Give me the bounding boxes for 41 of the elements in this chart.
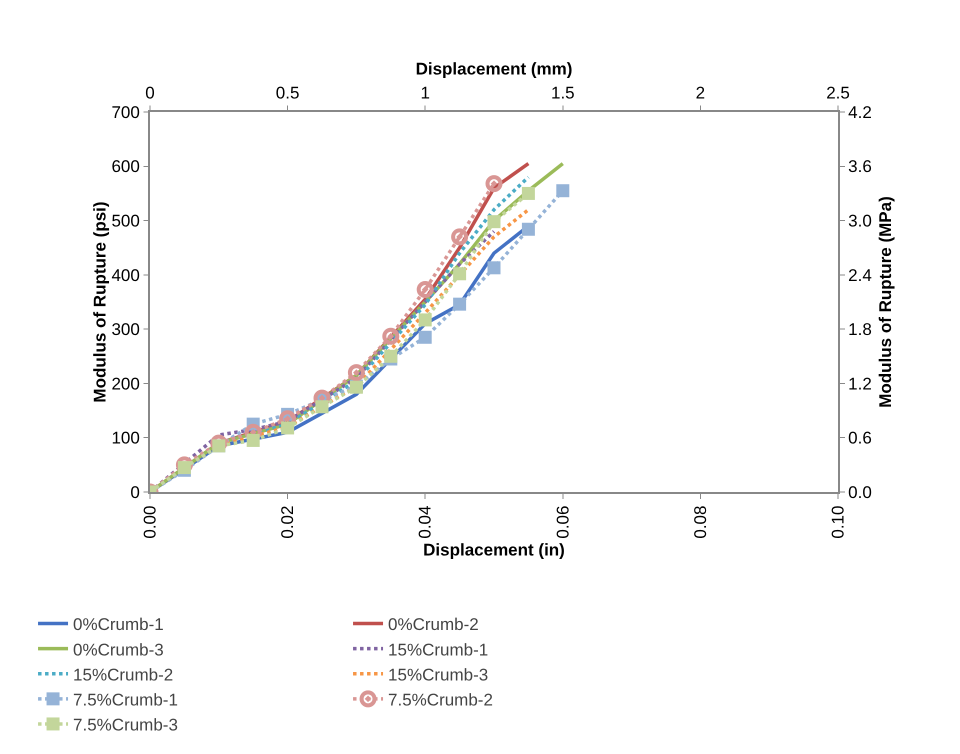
y2-tick-label: 2.4 [848,266,872,285]
x-axis-title: Displacement (in) [423,540,565,560]
y2-tick-label: 0.6 [848,428,872,448]
x-tick-label: 0.08 [690,506,710,539]
x-tick-label: 0.02 [278,506,298,539]
y2-tick-label: 1.8 [848,320,872,340]
x2-tick-label: 1 [420,83,430,102]
legend-label: 0%Crumb-3 [73,640,164,660]
legend-label: 0%Crumb-2 [388,615,479,634]
legend-label: 15%Crumb-2 [73,665,174,684]
x2-tick-label: 0 [145,83,155,102]
x-tick-label: 0.04 [416,506,435,539]
legend-label: 15%Crumb-1 [388,640,488,660]
y2-axis-title: Modulus of Rupture (MPa) [876,196,895,408]
y-tick-label: 0 [130,482,140,502]
x-tick-label: 0.10 [828,506,848,539]
x2-tick-label: 1.5 [550,83,575,102]
x2-tick-label: 2.5 [826,83,850,102]
y-tick-label: 200 [111,374,140,394]
y-axis-title: Modulus of Rupture (psi) [90,201,110,403]
y-tick-label: 400 [111,266,140,285]
y-tick-label: 500 [111,212,140,231]
x2-tick-label: 2 [696,83,706,102]
legend-label: 0%Crumb-1 [73,615,164,634]
y-tick-label: 600 [111,157,140,176]
x-tick-label: 0.06 [553,506,572,539]
y2-tick-label: 3.6 [848,157,872,176]
y2-tick-label: 4.2 [848,102,872,122]
x2-tick-label: 0.5 [276,83,300,102]
legend-label: 7.5%Crumb-1 [73,690,178,710]
y-tick-label: 700 [111,102,140,122]
x-tick-label: 0.00 [140,506,160,539]
legend-label: 7.5%Crumb-3 [73,716,178,735]
y-tick-label: 300 [111,320,140,340]
y-tick-label: 100 [111,428,140,448]
x2-axis-title: Displacement (mm) [416,60,572,78]
legend-label: 7.5%Crumb-2 [388,690,493,710]
y2-tick-label: 1.2 [848,374,872,394]
y2-tick-label: 3.0 [848,212,872,231]
y2-tick-label: 0.0 [848,482,872,502]
legend-label: 15%Crumb-3 [388,665,488,684]
